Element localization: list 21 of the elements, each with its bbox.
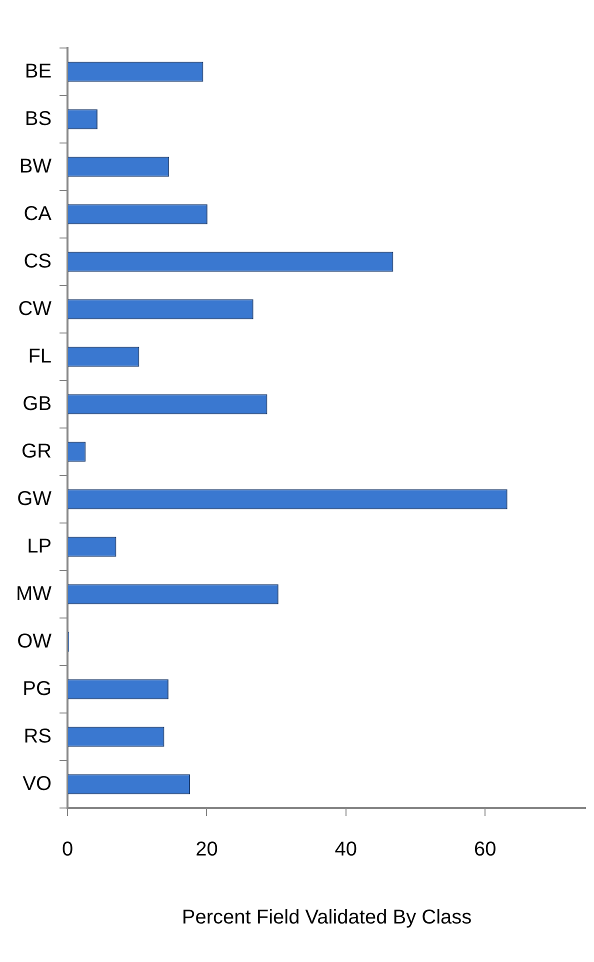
y-tick-label: CS bbox=[24, 250, 52, 272]
y-tick-label: BE bbox=[24, 60, 52, 82]
y-tick-label: LP bbox=[27, 535, 52, 558]
y-tick-label: FL bbox=[28, 345, 52, 368]
y-tick-label: VO bbox=[22, 772, 52, 795]
y-tick-label: MW bbox=[16, 582, 52, 605]
y-tick-label: GB bbox=[22, 392, 52, 415]
y-tick-label: BS bbox=[24, 108, 52, 130]
y-tick-label: CW bbox=[18, 298, 52, 320]
y-tick-label: RS bbox=[24, 725, 52, 748]
y-tick-label: CA bbox=[24, 202, 52, 225]
x-tick-label: 60 bbox=[474, 838, 496, 861]
x-axis-title: Percent Field Validated By Class bbox=[182, 906, 472, 929]
y-tick-label: PG bbox=[22, 678, 52, 700]
y-tick-label: OW bbox=[17, 630, 52, 652]
y-tick-label: GW bbox=[17, 488, 52, 510]
y-tick-label: GR bbox=[22, 440, 52, 462]
x-tick-label: 0 bbox=[62, 838, 74, 861]
x-tick-label: 20 bbox=[196, 838, 218, 861]
x-tick-label: 40 bbox=[334, 838, 358, 861]
y-tick-label: BW bbox=[19, 155, 52, 178]
